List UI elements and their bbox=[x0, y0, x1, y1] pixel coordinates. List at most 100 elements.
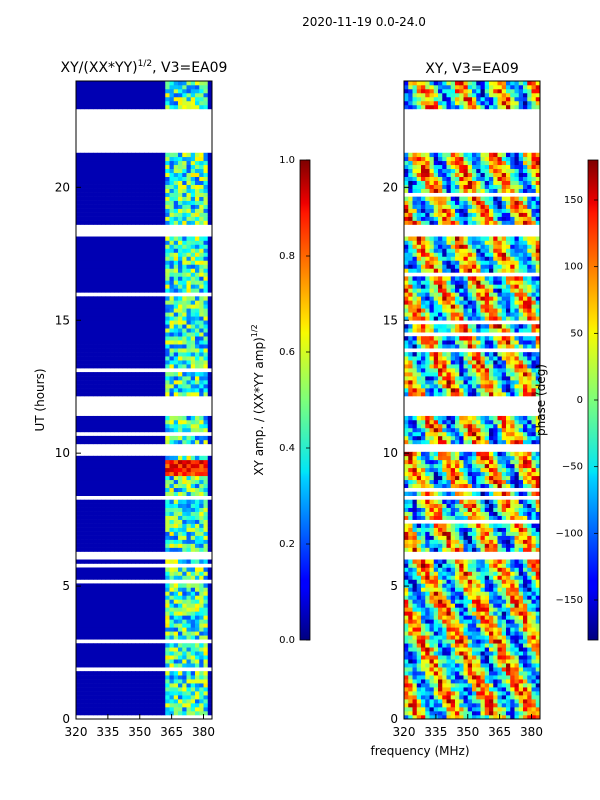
heatmap-cell bbox=[80, 675, 85, 680]
heatmap-cell bbox=[463, 683, 469, 688]
heatmap-cell bbox=[135, 276, 141, 281]
heatmap-cell bbox=[199, 272, 204, 277]
heatmap-cell bbox=[105, 675, 111, 680]
heatmap-cell bbox=[105, 268, 111, 273]
heatmap-cell bbox=[450, 639, 456, 644]
heatmap-cell bbox=[122, 320, 128, 325]
heatmap-cell bbox=[152, 491, 158, 496]
heatmap-cell bbox=[105, 519, 111, 524]
heatmap-cell bbox=[161, 515, 166, 520]
heatmap-cell bbox=[497, 647, 503, 652]
heatmap-cell bbox=[88, 268, 94, 273]
heatmap-cell bbox=[178, 340, 183, 345]
heatmap-cell bbox=[93, 336, 98, 341]
heatmap-cell bbox=[88, 204, 94, 209]
heatmap-cell bbox=[101, 81, 107, 86]
heatmap-cell bbox=[118, 196, 124, 201]
heatmap-cell bbox=[135, 156, 141, 162]
heatmap-cell bbox=[101, 360, 107, 365]
heatmap-cell bbox=[501, 683, 507, 688]
heatmap-cell bbox=[484, 659, 490, 664]
heatmap-cell bbox=[186, 519, 192, 524]
heatmap-cell bbox=[105, 595, 111, 600]
heatmap-cell bbox=[161, 459, 166, 465]
heatmap-cell bbox=[203, 415, 209, 421]
heatmap-cell bbox=[416, 631, 422, 636]
heatmap-cell bbox=[156, 272, 162, 277]
heatmap-cell bbox=[450, 671, 456, 676]
heatmap-cell bbox=[455, 671, 460, 676]
heatmap-cell bbox=[148, 272, 153, 277]
heatmap-cell bbox=[88, 296, 94, 301]
heatmap-cell bbox=[122, 519, 128, 524]
heatmap-cell bbox=[76, 467, 81, 473]
heatmap-cell bbox=[182, 252, 187, 257]
heatmap-cell bbox=[412, 671, 418, 676]
heatmap-cell bbox=[122, 364, 128, 369]
heatmap-cell bbox=[84, 651, 90, 656]
heatmap-cell bbox=[139, 84, 145, 90]
heatmap-cell bbox=[105, 435, 111, 441]
heatmap-cell bbox=[88, 336, 94, 341]
heatmap-cell bbox=[438, 619, 443, 624]
heatmap-cell bbox=[459, 695, 464, 700]
heatmap-cell bbox=[173, 627, 179, 632]
heatmap-cell bbox=[131, 655, 136, 660]
heatmap-cell bbox=[80, 332, 85, 337]
heatmap-cell bbox=[110, 180, 115, 185]
heatmap-cell bbox=[527, 631, 532, 636]
heatmap-cell bbox=[122, 615, 128, 620]
heatmap-cell bbox=[169, 172, 175, 177]
heatmap-cell bbox=[127, 336, 132, 341]
heatmap-cell bbox=[190, 535, 196, 540]
heatmap-cell bbox=[152, 84, 158, 90]
heatmap-cell bbox=[442, 695, 447, 700]
heatmap-cell bbox=[97, 176, 102, 181]
heatmap-cell bbox=[173, 296, 179, 301]
heatmap-cell bbox=[148, 623, 153, 628]
heatmap-cell bbox=[105, 707, 111, 712]
heatmap-cell bbox=[122, 427, 128, 433]
heatmap-cell bbox=[190, 487, 196, 493]
heatmap-cell bbox=[207, 96, 213, 102]
heatmap-cell bbox=[139, 320, 145, 325]
heatmap-cell bbox=[446, 683, 452, 688]
heatmap-cell bbox=[148, 244, 153, 249]
heatmap-cell bbox=[76, 236, 81, 241]
heatmap-cell bbox=[207, 427, 213, 433]
heatmap-cell bbox=[139, 623, 145, 628]
heatmap-cell bbox=[97, 336, 102, 341]
heatmap-cell bbox=[152, 264, 158, 269]
heatmap-cell bbox=[408, 627, 413, 632]
heatmap-cell bbox=[122, 328, 128, 333]
heatmap-cell bbox=[101, 627, 107, 632]
heatmap-cell bbox=[93, 284, 98, 289]
heatmap-cell bbox=[178, 655, 183, 660]
heatmap-cell bbox=[408, 643, 413, 648]
heatmap-cell bbox=[122, 388, 128, 393]
heatmap-cell bbox=[156, 647, 162, 652]
heatmap-cell bbox=[190, 352, 196, 357]
heatmap-cell bbox=[489, 699, 494, 704]
heatmap-cell bbox=[190, 659, 196, 664]
heatmap-cell bbox=[97, 591, 102, 596]
heatmap-cell bbox=[203, 615, 209, 620]
heatmap-cell bbox=[122, 376, 128, 381]
heatmap-cell bbox=[97, 543, 102, 548]
heatmap-cell bbox=[203, 683, 209, 688]
heatmap-cell bbox=[148, 583, 153, 588]
heatmap-cell bbox=[101, 427, 107, 433]
heatmap-cell bbox=[135, 360, 141, 365]
heatmap-cell bbox=[135, 435, 141, 441]
heatmap-cell bbox=[131, 196, 136, 201]
heatmap-cell bbox=[97, 575, 102, 580]
heatmap-cell bbox=[152, 487, 158, 493]
heatmap-cell bbox=[97, 81, 102, 86]
heatmap-cell bbox=[506, 643, 511, 648]
heatmap-cell bbox=[156, 380, 162, 385]
heatmap-cell bbox=[173, 84, 179, 90]
heatmap-cell bbox=[442, 639, 447, 644]
heatmap-cell bbox=[139, 527, 145, 532]
heatmap-cell bbox=[178, 356, 183, 361]
